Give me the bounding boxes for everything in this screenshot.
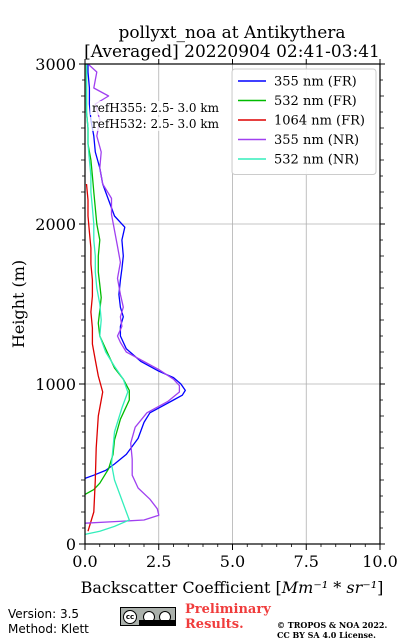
axis-ticks: 0.0 2.5 5.0 7.5 10.0 0 1000 2000 3000 bbox=[35, 55, 398, 571]
y-tick-label: 0 bbox=[66, 535, 76, 554]
ref-note-text: refH532: 2.5- 3.0 km bbox=[92, 117, 220, 131]
x-tick-label: 5.0 bbox=[220, 552, 245, 571]
chart-title-line2: [Averaged] 20220904 02:41-03:41 bbox=[84, 42, 380, 62]
y-tick-label: 2000 bbox=[35, 215, 76, 234]
legend-entry-label: 1064 nm (FR) bbox=[274, 114, 365, 129]
series-line-1064-nm-fr- bbox=[85, 183, 104, 532]
x-tick-label: 7.5 bbox=[294, 552, 319, 571]
y-axis-label: Height (m) bbox=[9, 260, 28, 348]
legend-entry-label: 355 nm (NR) bbox=[274, 133, 359, 148]
legend-entry-label: 532 nm (FR) bbox=[274, 94, 357, 109]
series-line-532-nm-nr- bbox=[84, 64, 130, 536]
x-tick-label: 10.0 bbox=[362, 552, 398, 571]
legend-entry-label: 532 nm (NR) bbox=[274, 153, 359, 168]
copyright-line1: © TROPOS & NOA 2022. bbox=[277, 620, 388, 630]
legend-entry-label: 355 nm (FR) bbox=[274, 75, 357, 90]
method-text: Method: Klett bbox=[8, 622, 89, 636]
x-axis-label-unit: Mm⁻¹ * sr⁻¹ bbox=[281, 578, 377, 597]
x-axis-label-end: ] bbox=[377, 578, 383, 597]
series-line-355-nm-nr- bbox=[84, 63, 181, 524]
reference-height-notes: refH355: 2.5- 3.0 km refH532: 2.5- 3.0 km bbox=[90, 101, 230, 131]
series-line-532-nm-fr- bbox=[84, 64, 130, 495]
x-tick-label: 2.5 bbox=[146, 552, 171, 571]
ref-note-text: refH355: 2.5- 3.0 km bbox=[92, 101, 220, 115]
x-tick-label: 0.0 bbox=[72, 552, 97, 571]
chart-title-line1: pollyxt_noa at Antikythera bbox=[118, 23, 345, 43]
x-axis-label: Backscatter Coefficient [Mm⁻¹ * sr⁻¹] bbox=[81, 578, 384, 597]
legend: 355 nm (FR) 532 nm (FR) 1064 nm (FR) 355 nm… bbox=[231, 68, 377, 175]
series-line-355-nm-fr- bbox=[84, 64, 186, 480]
ref-note-bg bbox=[90, 117, 230, 131]
ref-note-bg bbox=[90, 101, 230, 115]
badge-strip bbox=[139, 620, 175, 625]
cc-license-badge: cc bbox=[120, 607, 176, 626]
series-lines bbox=[84, 63, 186, 536]
y-tick-label: 3000 bbox=[35, 55, 76, 74]
legend-box bbox=[231, 68, 377, 175]
preliminary-results-notice: Preliminary Results. bbox=[185, 602, 271, 632]
version-text: Version: 3.5 bbox=[8, 607, 80, 621]
y-tick-label: 1000 bbox=[35, 375, 76, 394]
copyright-line2: CC BY SA 4.0 License. bbox=[277, 630, 376, 640]
copyright-notice: © TROPOS & NOA 2022. CC BY SA 4.0 Licens… bbox=[277, 620, 387, 640]
cc-icon: cc bbox=[123, 610, 137, 624]
preliminary-line1: Preliminary bbox=[185, 602, 271, 617]
x-axis-label-main: Backscatter Coefficient [ bbox=[81, 578, 282, 597]
preliminary-line2: Results. bbox=[185, 617, 244, 632]
